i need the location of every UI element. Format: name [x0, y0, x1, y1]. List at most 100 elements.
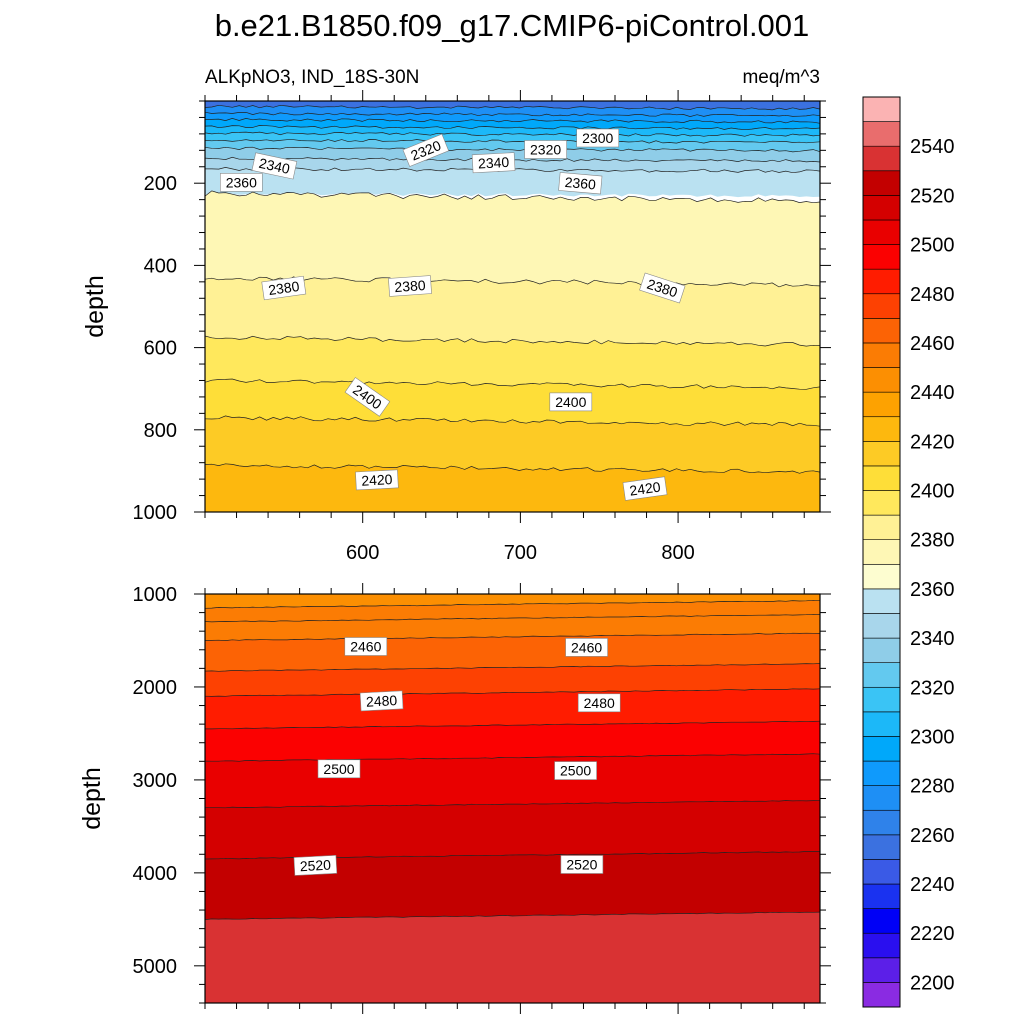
colorbar-label: 2520 [910, 185, 955, 207]
colorbar-swatch [862, 736, 901, 762]
lower-contour-label: 2500 [554, 761, 597, 780]
upper-contour-label-box [639, 272, 686, 304]
lower-contour-label-box [554, 761, 597, 780]
upper-contour-line [204, 276, 821, 288]
lower-band [205, 753, 820, 808]
lower-band [205, 688, 820, 729]
lower-contour-label-text: 2480 [584, 695, 615, 711]
upper-band [205, 415, 820, 474]
colorbar-swatch [862, 809, 901, 836]
lower-contour-label: 2520 [560, 855, 604, 874]
lower-contour-line [204, 613, 821, 623]
upper-frame [204, 100, 821, 513]
lower-contour-line [205, 800, 821, 809]
colorbar-swatch [862, 514, 901, 540]
colorbar-swatch [862, 982, 901, 1008]
upper-contour-label-box [471, 152, 516, 174]
upper-contour-label-text: 2380 [394, 277, 426, 295]
lower-ylabel: depth [78, 767, 106, 830]
upper-band [205, 125, 820, 137]
upper-contour-label-text: 2400 [555, 394, 586, 410]
colorbar-swatch [862, 662, 901, 688]
upper-contour-label: 2400 [549, 392, 593, 412]
colorbar-label: 2540 [910, 136, 955, 158]
colorbar-swatch [862, 686, 901, 713]
upper-contour-label: 2380 [261, 275, 307, 301]
lower-contour-label-box [560, 855, 604, 874]
upper-band [205, 167, 820, 198]
lower-panel: 1000 2000 3000 4000 5000 depth 2460 2460 2480 248… [78, 583, 831, 1014]
lower-contour-label-box [565, 638, 608, 657]
upper-ytick-label: 400 [144, 255, 177, 277]
colorbar-swatch [862, 170, 901, 196]
lower-band [205, 912, 820, 1003]
colorbar-swatch [862, 908, 901, 934]
upper-contour-line [204, 378, 821, 390]
lower-contour-label-text: 2460 [571, 639, 602, 655]
lower-contour-label-box [344, 637, 388, 656]
colorbar-swatch [862, 465, 901, 491]
colorbar-swatch [862, 932, 901, 959]
lower-ytick-label: 3000 [133, 770, 178, 792]
lower-ytick-label: 1000 [133, 584, 178, 606]
colorbar-swatch [862, 441, 901, 467]
colorbar-swatch [862, 293, 901, 319]
upper-contour-label: 2320 [524, 140, 567, 159]
colorbar-swatch [862, 490, 901, 516]
lower-contour-line [204, 688, 821, 697]
colorbar-label: 2320 [910, 677, 955, 699]
upper-contour-label: 2340 [471, 152, 516, 174]
chart-subtitle-variable: ALKpNO3, IND_18S-30N [205, 67, 419, 88]
upper-contour-label-text: 2340 [257, 155, 291, 177]
lower-contour-label: 2460 [565, 638, 608, 657]
colorbar-label: 2380 [910, 530, 955, 552]
chart-title: b.e21.B1850.f09_g17.CMIP6-piControl.001 [215, 8, 810, 43]
upper-contour-label-box [622, 476, 668, 501]
colorbar-swatch [862, 318, 901, 344]
xtick-label: 700 [504, 542, 537, 564]
upper-contour-label-box [388, 275, 432, 297]
colorbar-swatch [862, 539, 901, 565]
upper-contour-line [204, 463, 821, 474]
lower-contour-label: 2460 [344, 637, 388, 656]
colorbar-swatch [862, 711, 901, 737]
upper-contour-label-text: 2380 [267, 278, 300, 298]
lower-contour-label: 2480 [359, 690, 404, 712]
upper-contour-label-text: 2420 [628, 478, 661, 498]
lower-contour-label-text: 2520 [566, 857, 597, 873]
colorbar-label: 2340 [910, 628, 955, 650]
upper-contour-line [204, 118, 821, 124]
colorbar-label: 2260 [910, 825, 955, 847]
upper-ytick-label: 800 [144, 420, 177, 442]
colorbar-swatch [862, 195, 901, 221]
upper-contour-label: 2300 [576, 128, 620, 148]
lower-band [205, 663, 820, 697]
lower-contour-label-box [293, 854, 338, 876]
upper-contour-label-box [355, 469, 399, 491]
upper-contour-line [204, 111, 821, 117]
upper-ytick-label: 200 [144, 173, 177, 195]
lower-contour-label-text: 2500 [323, 761, 354, 777]
upper-contour-label: 2360 [220, 173, 263, 192]
xtick-label: 800 [661, 542, 694, 564]
upper-contour-label-box [251, 152, 298, 180]
lower-contour-line [204, 753, 821, 762]
colorbar-swatch [862, 859, 901, 885]
colorbar-swatch [862, 244, 901, 270]
lower-contour-line [205, 720, 821, 730]
lower-contour-line [204, 663, 821, 672]
upper-contour-label: 2340 [251, 152, 298, 180]
colorbar-label: 2200 [910, 972, 955, 994]
upper-ylabel: depth [81, 275, 109, 338]
colorbar-swatch [862, 268, 901, 295]
lower-contour-line [204, 599, 821, 609]
upper-contour-label-box [261, 275, 307, 301]
colorbar-label: 2480 [910, 284, 955, 306]
colorbar-label: 2500 [910, 235, 955, 257]
upper-contour-label-text: 2340 [478, 154, 510, 172]
lower-contour-line [204, 632, 821, 641]
colorbar-swatch [862, 121, 901, 147]
lower-ytick-label: 2000 [133, 677, 178, 699]
